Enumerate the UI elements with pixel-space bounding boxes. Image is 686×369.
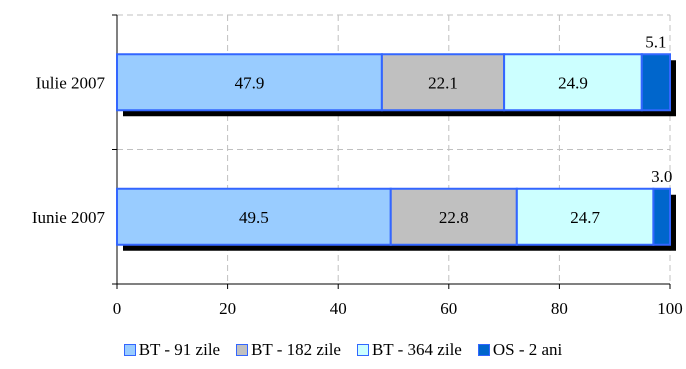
data-label: 49.5 [239,208,269,227]
legend-item: BT - 182 zile [236,340,341,360]
y-tick-label: Iulie 2007 [36,73,106,92]
legend-item: BT - 364 zile [356,340,462,360]
y-tick-label: Iunie 2007 [32,208,106,227]
legend-label: BT - 364 zile [371,340,462,359]
legend-label: BT - 91 zile [138,340,221,359]
chart-svg: 0 20 40 60 80 100 Iulie 2007 47.9 22.1 24.9 5.1 Iun… [32,14,683,318]
bar-segment [640,53,671,112]
data-label: 22.1 [428,73,458,92]
data-label: 47.9 [235,73,265,92]
data-label: 22.8 [439,208,469,227]
legend-label: OS - 2 ani [492,340,563,359]
x-tick-label: 0 [113,299,122,318]
legend-swatch [236,344,249,356]
legend-swatch [477,344,490,356]
data-label: 24.7 [570,208,600,227]
bar-segment [652,187,671,246]
data-label: 24.9 [558,73,588,92]
bar-segment [380,53,506,112]
legend-label: BT - 182 zile [251,340,341,359]
x-tick-label: 100 [657,299,683,318]
data-label: 3.0 [651,167,672,186]
x-tick-label: 40 [330,299,347,318]
bar-segment [116,187,392,246]
x-tick-label: 60 [440,299,457,318]
legend-swatch [123,344,136,356]
bar-segment [389,187,518,246]
bar-segment [515,187,655,246]
legend-swatch [356,344,369,356]
bar-segment [116,53,383,112]
x-tick-label: 20 [219,299,236,318]
legend: BT - 91 zile BT - 182 zile BT - 364 zile OS… [0,340,686,360]
data-label: 5.1 [645,32,666,51]
x-tick-label: 80 [551,299,568,318]
legend-item: BT - 91 zile [123,340,221,360]
legend-item: OS - 2 ani [477,340,563,360]
